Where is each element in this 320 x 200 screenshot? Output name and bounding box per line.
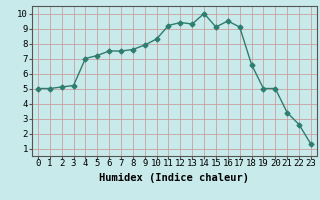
X-axis label: Humidex (Indice chaleur): Humidex (Indice chaleur) — [100, 173, 249, 183]
